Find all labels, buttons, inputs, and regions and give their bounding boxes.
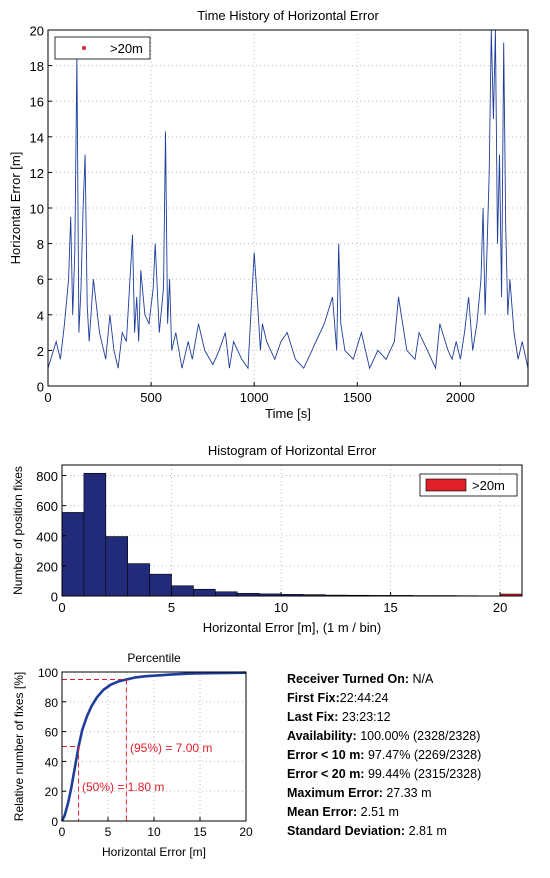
stat-label: Error < 20 m: — [287, 767, 365, 781]
histogram-y-tick-label: 600 — [36, 499, 58, 514]
time-history-x-tick-label: 2000 — [446, 390, 475, 405]
time-history-error-line — [47, 29, 529, 370]
histogram-bar — [61, 512, 85, 597]
percentile-x-tick-label: 15 — [193, 825, 207, 839]
time-history-x-tick-label: 1000 — [240, 390, 269, 405]
stat-last-fix: Last Fix: 23:23:12 — [287, 708, 547, 727]
histogram-y-tick-label: 400 — [36, 529, 58, 544]
percentile-y-tick-label: 80 — [45, 696, 59, 710]
time-history-x-tick-label: 0 — [44, 390, 51, 405]
time-history-legend-label: >20m — [110, 41, 143, 56]
time-history-y-tick-label: 12 — [30, 166, 44, 181]
time-history-x-tick-label: 1500 — [343, 390, 372, 405]
stat-mean-error: Mean Error: 2.51 m — [287, 803, 547, 822]
stat-first-fix: First Fix:22:44:24 — [287, 689, 547, 708]
histogram-x-axis-label: Horizontal Error [m], (1 m / bin) — [203, 620, 381, 635]
histogram-bar — [83, 472, 107, 597]
percentile-y-axis-label: Relative number of fixes [%] — [12, 672, 26, 821]
percentile-y-tick-label: 60 — [45, 726, 59, 740]
stat-error-lt-20m: Error < 20 m: 99.44% (2315/2328) — [287, 765, 547, 784]
stat-label: Error < 10 m: — [287, 748, 365, 762]
histogram-y-tick-label: 0 — [51, 590, 58, 605]
time-history-legend-box — [54, 36, 151, 60]
stat-value: N/A — [412, 672, 434, 686]
time-history-x-tick-label: 500 — [140, 390, 162, 405]
percentile-y-tick-label: 40 — [45, 755, 59, 769]
percentile-x-tick-label: 10 — [147, 825, 161, 839]
stat-availability: Availability: 100.00% (2328/2328) — [287, 727, 547, 746]
percentile-annotation-50: (50%) = 1.80 m — [82, 780, 164, 794]
stat-maximum-error: Maximum Error: 27.33 m — [287, 784, 547, 803]
stat-label: Mean Error: — [287, 805, 358, 819]
percentile-y-tick-label: 0 — [51, 815, 58, 829]
stat-label: Receiver Turned On: — [287, 672, 410, 686]
percentile-x-tick-label: 0 — [59, 825, 66, 839]
stat-label: Standard Deviation: — [287, 824, 406, 838]
histogram-bar — [127, 563, 150, 597]
stat-value: 2.81 m — [408, 824, 447, 838]
time-history-y-tick-label: 4 — [37, 308, 44, 323]
percentile-x-tick-label: 5 — [105, 825, 112, 839]
time-history-legend-marker — [82, 46, 86, 50]
histogram-bar — [105, 536, 129, 597]
percentile-y-tick-label: 100 — [38, 666, 58, 680]
stat-label: Maximum Error: — [287, 786, 383, 800]
histogram-axes-frame — [61, 464, 523, 597]
stat-label: First Fix: — [287, 691, 340, 705]
histogram-legend-label: >20m — [472, 478, 505, 493]
time-history-y-tick-label: 14 — [30, 130, 44, 145]
histogram-title: Histogram of Horizontal Error — [208, 443, 377, 458]
time-history-x-axis-label: Time [s] — [265, 406, 311, 421]
percentile-x-axis-label: Horizontal Error [m] — [102, 845, 206, 859]
time-history-y-tick-label: 0 — [37, 380, 44, 395]
stat-value: 23:23:12 — [341, 710, 391, 724]
time-history-y-tick-label: 16 — [30, 95, 44, 110]
histogram-legend-swatch — [425, 478, 467, 492]
stat-label: Availability: — [287, 729, 357, 743]
time-history-title: Time History of Horizontal Error — [197, 8, 379, 23]
stat-standard-deviation: Standard Deviation: 2.81 m — [287, 822, 547, 841]
stat-label: Last Fix: — [287, 710, 339, 724]
percentile-cdf-line — [60, 671, 247, 822]
stat-value: 2.51 m — [360, 805, 399, 819]
stat-value: 100.00% (2328/2328) — [360, 729, 481, 743]
histogram-y-tick-label: 800 — [36, 469, 58, 484]
percentile-title: Percentile — [127, 651, 181, 665]
histogram-x-tick-label: 20 — [493, 600, 507, 615]
time-history-y-tick-label: 20 — [30, 24, 44, 39]
stat-receiver-turned-on: Receiver Turned On: N/A — [287, 670, 547, 689]
time-history-y-tick-label: 6 — [37, 273, 44, 288]
histogram-x-tick-label: 5 — [168, 600, 175, 615]
stat-value: 27.33 m — [386, 786, 432, 800]
histogram-x-tick-label: 15 — [383, 600, 397, 615]
histogram-bar — [215, 591, 238, 597]
histogram-y-axis-label: Number of position fixes — [11, 466, 25, 595]
histogram-x-tick-label: 0 — [58, 600, 65, 615]
stat-value: 97.47% (2269/2328) — [367, 748, 482, 762]
percentile-x-tick-label: 20 — [239, 825, 253, 839]
stat-value: 99.44% (2315/2328) — [367, 767, 482, 781]
percentile-y-tick-label: 20 — [45, 785, 59, 799]
histogram-y-tick-label: 200 — [36, 559, 58, 574]
time-history-y-tick-label: 2 — [37, 344, 44, 359]
histogram-bar — [193, 588, 216, 597]
percentile-annotation-95: (95%) = 7.00 m — [130, 741, 212, 755]
time-history-y-tick-label: 10 — [30, 202, 44, 217]
histogram-bar — [171, 585, 194, 597]
histogram-x-tick-label: 10 — [274, 600, 288, 615]
stat-error-lt-10m: Error < 10 m: 97.47% (2269/2328) — [287, 746, 547, 765]
stat-value: 22:44:24 — [339, 691, 389, 705]
statistics-panel: Receiver Turned On: N/A First Fix:22:44:… — [287, 670, 547, 841]
time-history-y-tick-label: 18 — [30, 59, 44, 74]
time-history-y-tick-label: 8 — [37, 237, 44, 252]
histogram-bar — [149, 573, 172, 597]
time-history-y-axis-label: Horizontal Error [m] — [8, 152, 23, 265]
